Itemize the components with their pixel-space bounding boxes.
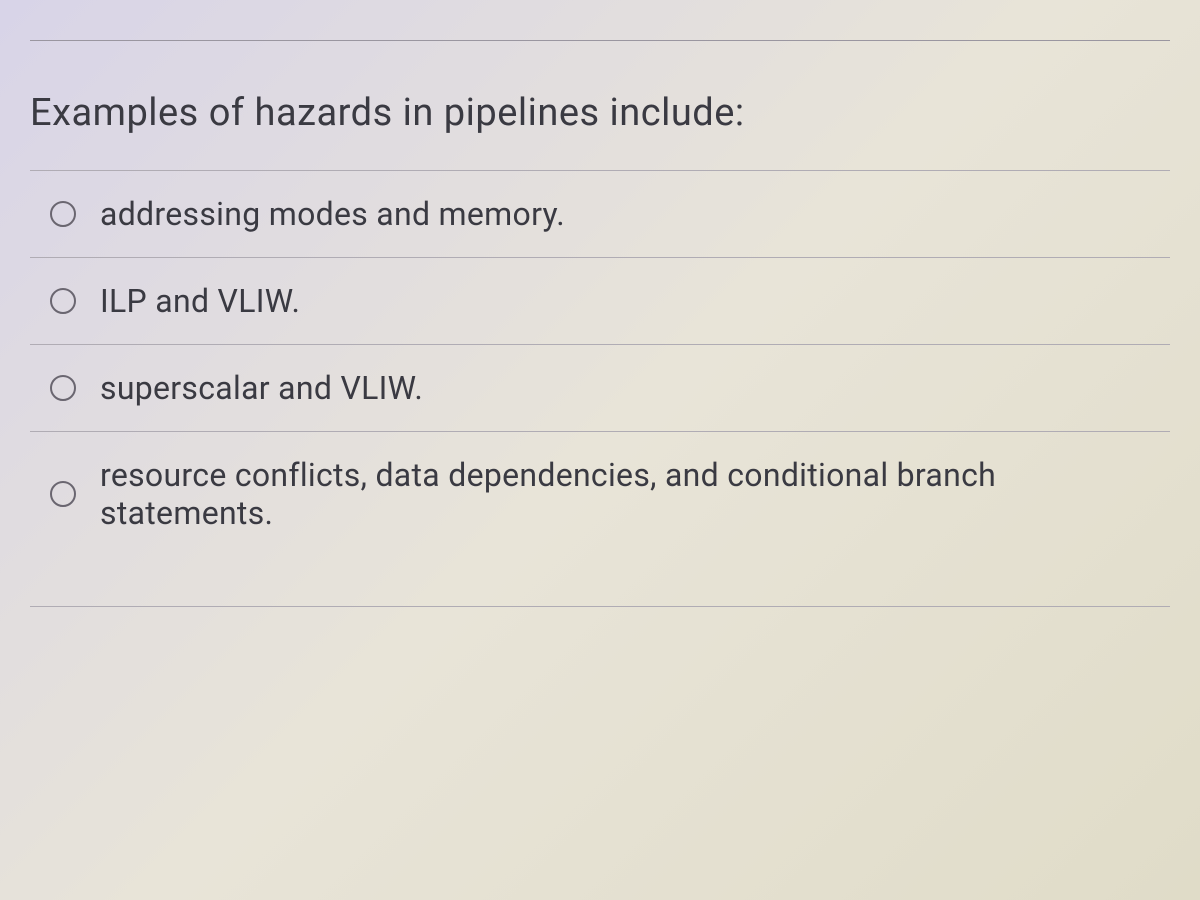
radio-icon[interactable] bbox=[50, 375, 76, 401]
option-label: ILP and VLIW. bbox=[100, 282, 300, 320]
question-prompt: Examples of hazards in pipelines include… bbox=[30, 91, 1170, 135]
top-divider bbox=[30, 40, 1170, 41]
option-row-3[interactable]: resource conflicts, data dependencies, a… bbox=[30, 431, 1170, 556]
radio-icon[interactable] bbox=[50, 481, 76, 507]
bottom-divider bbox=[30, 606, 1170, 607]
option-row-2[interactable]: superscalar and VLIW. bbox=[30, 344, 1170, 431]
quiz-question-container: Examples of hazards in pipelines include… bbox=[0, 0, 1200, 607]
option-label: superscalar and VLIW. bbox=[100, 369, 423, 407]
option-row-0[interactable]: addressing modes and memory. bbox=[30, 170, 1170, 257]
option-row-1[interactable]: ILP and VLIW. bbox=[30, 257, 1170, 344]
option-label: resource conflicts, data dependencies, a… bbox=[100, 456, 1170, 532]
radio-icon[interactable] bbox=[50, 201, 76, 227]
radio-icon[interactable] bbox=[50, 288, 76, 314]
option-label: addressing modes and memory. bbox=[100, 195, 565, 233]
